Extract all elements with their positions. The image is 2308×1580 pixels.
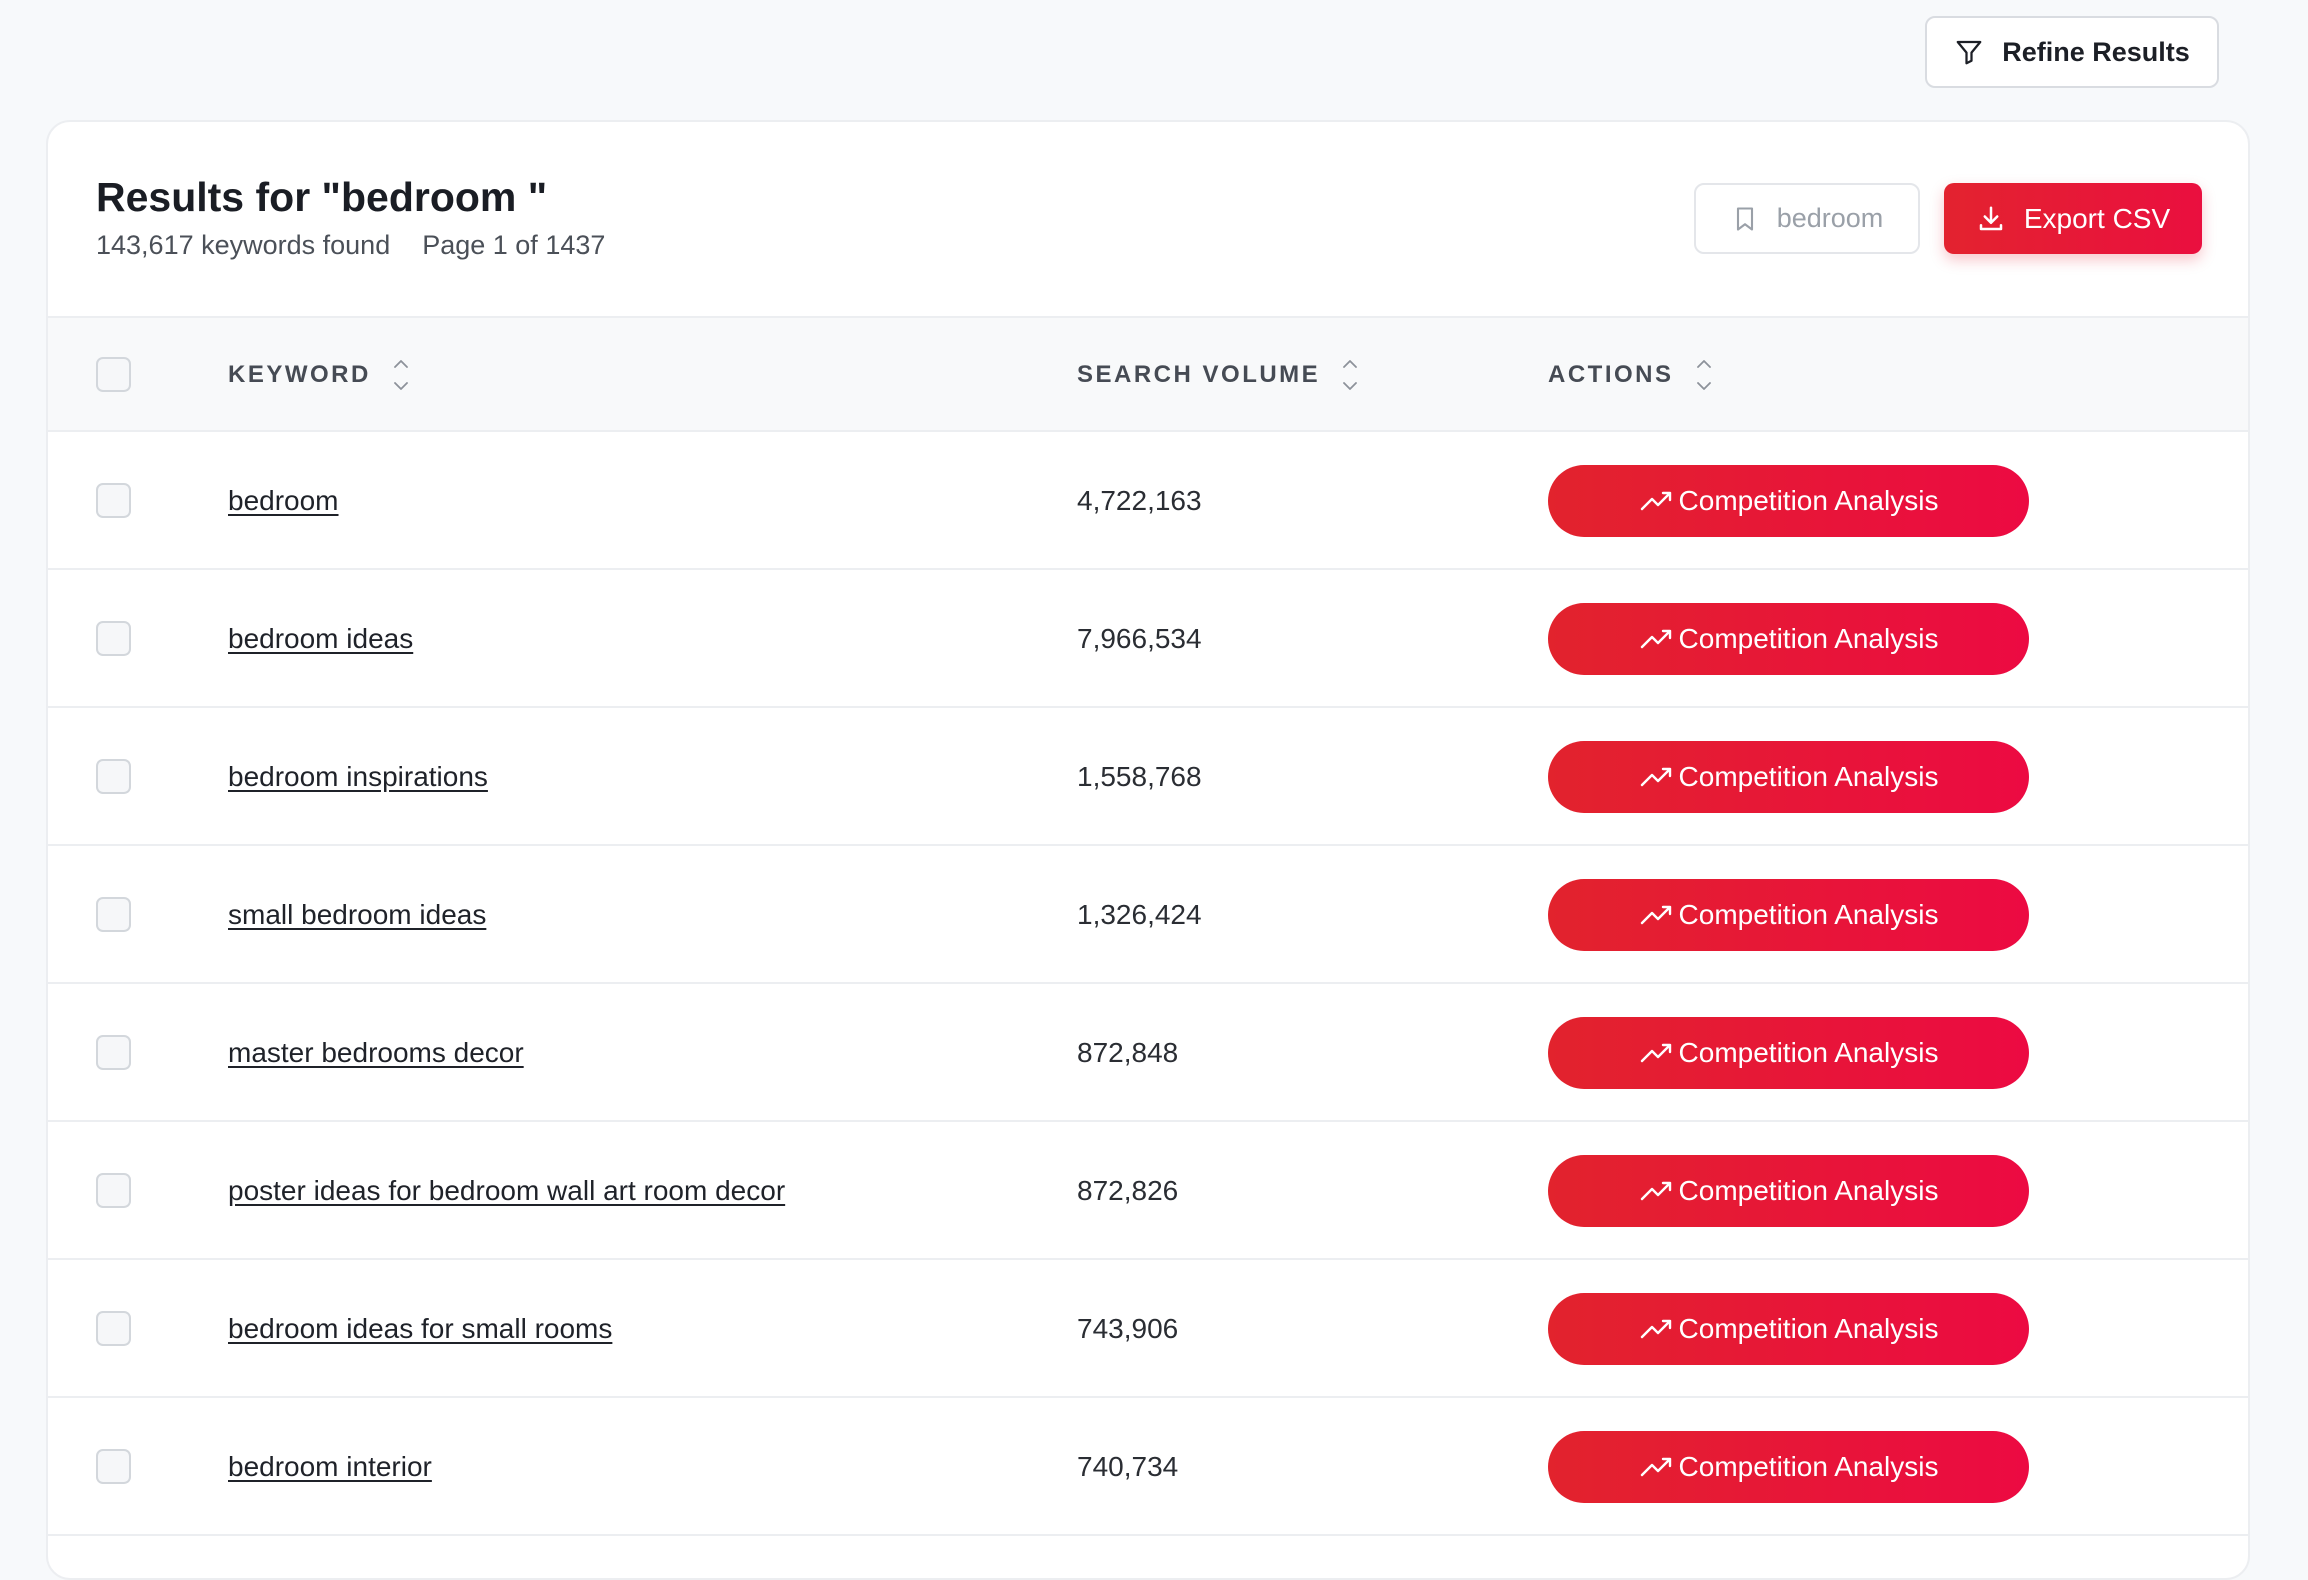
column-actions[interactable]: ACTIONS: [1548, 318, 1714, 432]
column-keyword-label: KEYWORD: [228, 361, 371, 388]
page-title: Results for "bedroom ": [96, 174, 548, 220]
table-body: bedroom 4,722,163 Competition Analysis b…: [48, 432, 2248, 1536]
page-indicator: Page 1 of 1437: [422, 230, 606, 260]
top-bar: Refine Results: [0, 0, 2308, 120]
keyword-link[interactable]: bedroom ideas for small rooms: [228, 1313, 613, 1344]
search-volume: 743,906: [1077, 1313, 1179, 1344]
bookmark-icon: [1736, 206, 1753, 231]
results-card: Results for "bedroom " 143,617 keywords …: [46, 120, 2250, 1580]
results-header: Results for "bedroom " 143,617 keywords …: [48, 122, 2248, 318]
row-checkbox[interactable]: [96, 483, 131, 518]
trending-up-icon: [1640, 1181, 1671, 1201]
competition-analysis-button[interactable]: Competition Analysis: [1548, 1017, 2029, 1089]
keyword-link[interactable]: bedroom: [228, 485, 339, 516]
competition-analysis-label: Competition Analysis: [1678, 1037, 1939, 1068]
competition-analysis-button[interactable]: Competition Analysis: [1548, 1431, 2029, 1503]
keyword-link[interactable]: small bedroom ideas: [228, 899, 487, 930]
search-volume: 1,558,768: [1077, 761, 1202, 792]
competition-analysis-button[interactable]: Competition Analysis: [1548, 879, 2029, 951]
competition-analysis-label: Competition Analysis: [1678, 899, 1939, 930]
competition-analysis-button[interactable]: Competition Analysis: [1548, 1293, 2029, 1365]
table-header: KEYWORD SEARCH VOLUME ACTIONS: [48, 318, 2248, 432]
competition-analysis-label: Competition Analysis: [1678, 485, 1939, 516]
trending-up-icon: [1640, 1319, 1671, 1339]
keyword-link[interactable]: master bedrooms decor: [228, 1037, 524, 1068]
table-row: small bedroom ideas 1,326,424 Competitio…: [48, 846, 2248, 984]
sort-icon: [1696, 360, 1711, 390]
table-row: bedroom interior 740,734 Competition Ana…: [48, 1398, 2248, 1536]
table-row: poster ideas for bedroom wall art room d…: [48, 1122, 2248, 1260]
keyword-link[interactable]: bedroom inspirations: [228, 761, 488, 792]
sort-icon: [393, 360, 408, 390]
competition-analysis-label: Competition Analysis: [1678, 1175, 1939, 1206]
competition-analysis-button[interactable]: Competition Analysis: [1548, 741, 2029, 813]
row-checkbox[interactable]: [96, 1173, 131, 1208]
column-search-volume[interactable]: SEARCH VOLUME: [1077, 318, 1360, 432]
search-volume: 7,966,534: [1077, 623, 1202, 654]
sort-icon: [1343, 360, 1358, 390]
table-row: bedroom inspirations 1,558,768 Competiti…: [48, 708, 2248, 846]
keyword-link[interactable]: bedroom ideas: [228, 623, 414, 654]
trending-up-icon: [1640, 1457, 1671, 1477]
row-checkbox[interactable]: [96, 759, 131, 794]
competition-analysis-button[interactable]: Competition Analysis: [1548, 465, 2029, 537]
row-checkbox[interactable]: [96, 897, 131, 932]
search-volume: 872,826: [1077, 1175, 1179, 1206]
filter-icon: [1956, 40, 1982, 65]
table-row: master bedrooms decor 872,848 Competitio…: [48, 984, 2248, 1122]
saved-search-button[interactable]: bedroom: [1694, 183, 1920, 254]
search-volume: 4,722,163: [1077, 485, 1202, 516]
row-checkbox[interactable]: [96, 621, 131, 656]
table-row: bedroom ideas 7,966,534 Competition Anal…: [48, 570, 2248, 708]
competition-analysis-label: Competition Analysis: [1678, 623, 1939, 654]
export-csv-button[interactable]: Export CSV: [1944, 183, 2202, 254]
results-meta: 143,617 keywords found Page 1 of 1437: [96, 230, 605, 261]
row-checkbox[interactable]: [96, 1311, 131, 1346]
keyword-link[interactable]: poster ideas for bedroom wall art room d…: [228, 1175, 786, 1206]
refine-results-label: Refine Results: [2002, 36, 2190, 67]
competition-analysis-button[interactable]: Competition Analysis: [1548, 603, 2029, 675]
column-search-volume-label: SEARCH VOLUME: [1077, 361, 1321, 388]
column-keyword[interactable]: KEYWORD: [228, 318, 411, 432]
row-checkbox[interactable]: [96, 1449, 131, 1484]
trending-up-icon: [1640, 1043, 1671, 1063]
search-volume: 872,848: [1077, 1037, 1179, 1068]
search-volume: 740,734: [1077, 1451, 1179, 1482]
competition-analysis-label: Competition Analysis: [1678, 761, 1939, 792]
saved-search-label: bedroom: [1776, 203, 1884, 233]
table-row: bedroom ideas for small rooms 743,906 Co…: [48, 1260, 2248, 1398]
export-csv-label: Export CSV: [2023, 202, 2171, 234]
trending-up-icon: [1640, 767, 1671, 787]
column-actions-label: ACTIONS: [1548, 361, 1674, 388]
competition-analysis-label: Competition Analysis: [1678, 1313, 1939, 1344]
search-volume: 1,326,424: [1077, 899, 1202, 930]
competition-analysis-label: Competition Analysis: [1678, 1451, 1939, 1482]
refine-results-button[interactable]: Refine Results: [1925, 16, 2219, 88]
competition-analysis-button[interactable]: Competition Analysis: [1548, 1155, 2029, 1227]
trending-up-icon: [1640, 629, 1671, 649]
trending-up-icon: [1640, 491, 1671, 511]
select-all-checkbox[interactable]: [96, 357, 131, 392]
download-icon: [1979, 206, 2003, 230]
table-row: bedroom 4,722,163 Competition Analysis: [48, 432, 2248, 570]
keyword-link[interactable]: bedroom interior: [228, 1451, 432, 1482]
row-checkbox[interactable]: [96, 1035, 131, 1070]
keyword-count: 143,617 keywords found: [96, 230, 391, 260]
trending-up-icon: [1640, 905, 1671, 925]
